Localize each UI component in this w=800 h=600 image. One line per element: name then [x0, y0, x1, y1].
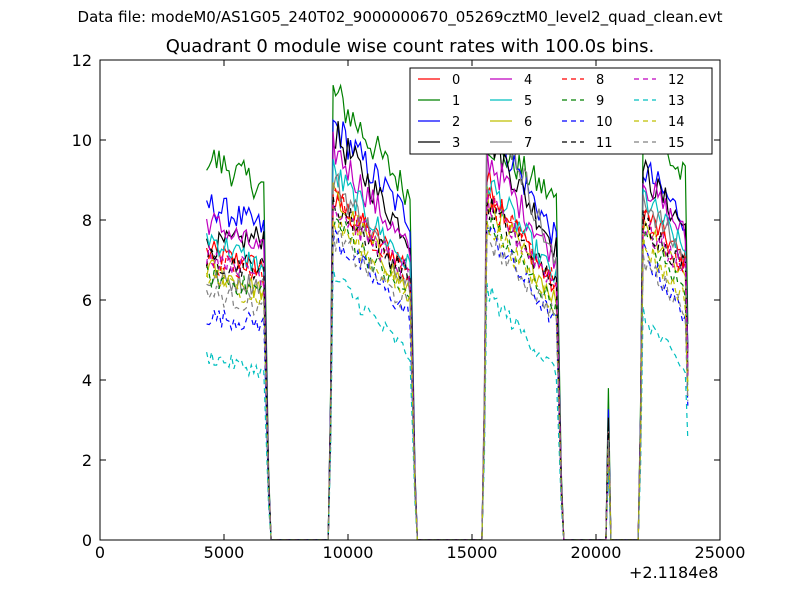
x-tick-label: 25000 [695, 543, 746, 562]
legend-label-10: 10 [596, 115, 613, 130]
y-tick-label: 10 [72, 131, 92, 150]
series-line-12 [206, 189, 689, 540]
series-line-3 [206, 121, 689, 540]
series-line-11 [206, 196, 689, 540]
legend-label-8: 8 [596, 73, 604, 88]
legend-label-7: 7 [524, 136, 532, 151]
x-tick-label: 20000 [571, 543, 622, 562]
x-tick-label: 10000 [323, 543, 374, 562]
series-line-14 [206, 215, 689, 540]
y-tick-label: 6 [82, 291, 92, 310]
legend-label-14: 14 [668, 115, 685, 130]
y-tick-label: 12 [72, 51, 92, 70]
chart-title: Quadrant 0 module wise count rates with … [165, 36, 655, 57]
legend-label-1: 1 [452, 94, 460, 109]
series-line-8 [206, 187, 689, 540]
series-line-10 [206, 224, 689, 540]
series-line-7 [206, 93, 689, 540]
y-tick-label: 2 [82, 451, 92, 470]
x-tick-label: 0 [95, 543, 105, 562]
legend-label-5: 5 [524, 94, 532, 109]
series-line-4 [206, 131, 689, 540]
x-tick-label: 5000 [204, 543, 245, 562]
y-tick-label: 0 [82, 531, 92, 550]
y-tick-label: 8 [82, 211, 92, 230]
plot-area: 0 5000 10000 15000 20000 25000024681012012345… [72, 51, 746, 562]
data-file-title: Data file: modeM0/AS1G05_240T02_90000006… [77, 8, 723, 26]
y-tick-label: 4 [82, 371, 92, 390]
series-line-5 [206, 158, 689, 540]
legend-label-9: 9 [596, 94, 604, 109]
legend-label-6: 6 [524, 115, 532, 130]
series-line-9 [206, 214, 689, 540]
legend-label-3: 3 [452, 136, 460, 151]
legend-label-13: 13 [668, 94, 685, 109]
x-offset-label: +2.1184e8 [629, 563, 719, 582]
series-line-13 [206, 267, 689, 540]
legend-label-0: 0 [452, 73, 460, 88]
legend-label-11: 11 [596, 136, 613, 151]
series-line-15 [206, 228, 689, 540]
series-line-6 [206, 182, 689, 540]
series-line-0 [206, 169, 689, 540]
series-lines [206, 83, 689, 540]
x-tick-label: 15000 [447, 543, 498, 562]
legend-box [409, 67, 713, 155]
series-line-2 [206, 119, 689, 540]
legend-label-15: 15 [668, 136, 685, 151]
legend-label-12: 12 [668, 73, 685, 88]
legend-label-2: 2 [452, 115, 460, 130]
legend-label-4: 4 [524, 73, 532, 88]
